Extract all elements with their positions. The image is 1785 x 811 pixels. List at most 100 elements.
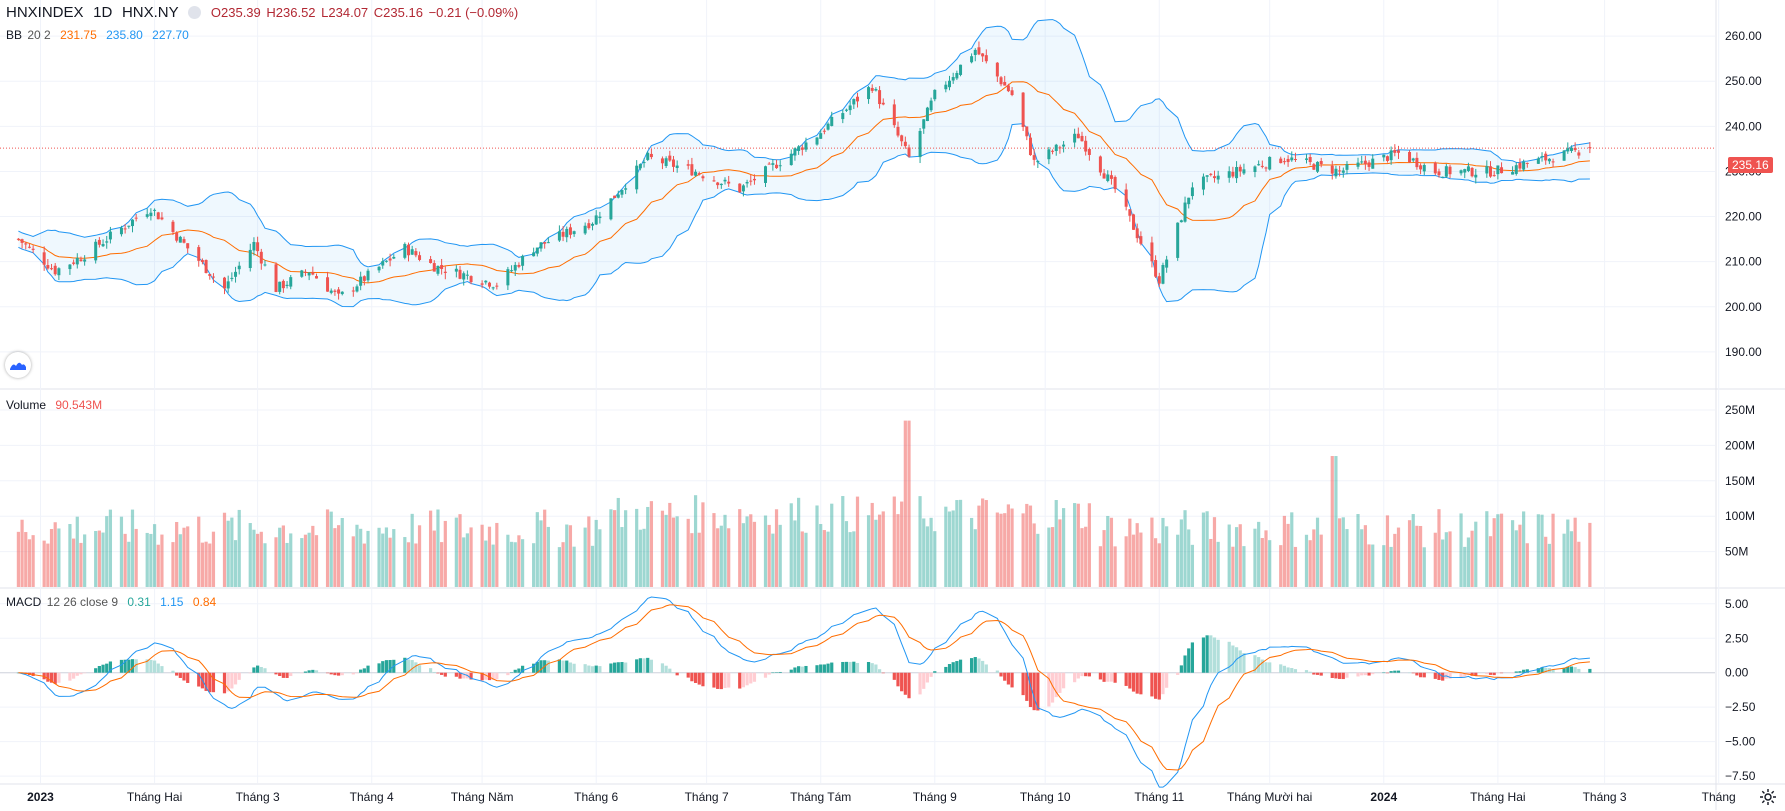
y-tick-label: −5.00 xyxy=(1725,735,1756,749)
volume-bar xyxy=(31,535,35,587)
macd-histogram-bar xyxy=(866,661,871,673)
macd-histogram-bar xyxy=(716,672,720,689)
candle-body xyxy=(222,277,226,289)
volume-bar xyxy=(72,538,76,587)
candle-body xyxy=(1058,147,1062,149)
macd-histogram-bar xyxy=(432,671,436,673)
macd-legend[interactable]: MACD 12 26 close 9 0.31 1.15 0.84 xyxy=(6,595,222,609)
candle-body xyxy=(532,252,536,257)
macd-axis[interactable]: 5.00 2.50 0.00 −2.50 −5.00 −7.50 xyxy=(0,597,1756,783)
macd-histogram-bar xyxy=(101,664,105,673)
volume-bar xyxy=(1257,521,1261,587)
volume-bar xyxy=(675,516,679,587)
candle-body xyxy=(388,258,392,261)
macd-histogram-bar xyxy=(1544,667,1548,673)
macd-histogram-bar xyxy=(1260,659,1264,673)
macd-histogram-bar xyxy=(1522,669,1526,673)
volume-bar xyxy=(1315,517,1320,587)
gear-icon[interactable] xyxy=(1759,788,1777,806)
macd-histogram-bar xyxy=(819,664,823,673)
interval[interactable]: 1D xyxy=(93,4,113,21)
candle-body xyxy=(351,290,355,292)
candlesticks[interactable] xyxy=(16,41,1592,300)
volume-bars[interactable] xyxy=(16,420,1592,587)
macd-histogram-bar xyxy=(480,672,484,681)
candle-body xyxy=(75,257,79,265)
candle-body xyxy=(867,87,871,100)
candle-body xyxy=(53,265,57,275)
x-tick-label: Tháng Hai xyxy=(1470,790,1525,804)
volume-bar xyxy=(1496,514,1500,587)
time-axis[interactable]: 2023 Tháng Hai Tháng 3 Tháng 4 Tháng Năm Thán… xyxy=(27,0,1736,804)
macd-histogram-bar xyxy=(981,660,985,673)
macd-histogram-bar xyxy=(855,663,860,673)
macd-histogram-bar xyxy=(281,672,285,678)
macd-pane[interactable] xyxy=(0,596,1715,788)
volume-bar xyxy=(745,516,749,587)
candle-body xyxy=(1290,157,1294,161)
macd-histogram-bar xyxy=(767,672,771,675)
volume-bar xyxy=(1102,530,1106,587)
volume-bar xyxy=(263,543,267,587)
volume-bar xyxy=(1282,515,1287,587)
macd-histogram-bar xyxy=(1161,672,1165,695)
macd-histogram-bar xyxy=(668,668,672,673)
candle-body xyxy=(101,244,105,247)
candle-body xyxy=(1150,242,1154,262)
candle-body xyxy=(1382,154,1386,158)
candle-body xyxy=(311,272,315,275)
candle-body xyxy=(844,109,848,111)
volume-axis[interactable]: 250M 200M 150M 100M 50M xyxy=(0,403,1755,559)
candle-body xyxy=(1087,149,1091,155)
volume-bar xyxy=(101,532,105,587)
candle-body xyxy=(694,171,698,176)
macd-histogram-bar xyxy=(922,672,926,689)
candle-body xyxy=(1341,170,1345,173)
candle-body xyxy=(874,89,878,91)
volume-bar xyxy=(1485,511,1489,587)
candle-body xyxy=(664,158,668,166)
volume-bar xyxy=(197,516,201,587)
candle-body xyxy=(1470,167,1474,177)
macd-histogram-bar xyxy=(749,672,753,684)
macd-histogram-bar xyxy=(624,662,628,673)
volume-bar xyxy=(535,512,539,587)
candle-body xyxy=(1363,160,1367,165)
volume-bar xyxy=(896,514,900,587)
symbol-name[interactable]: HNXINDEX xyxy=(6,4,84,21)
y-tick-label: 220.00 xyxy=(1725,210,1762,224)
macd-histogram-bar xyxy=(925,672,930,683)
candle-body xyxy=(384,260,388,262)
candle-body xyxy=(1293,158,1297,160)
volume-bar xyxy=(252,529,256,587)
volume-bar xyxy=(903,420,907,587)
candle-body xyxy=(1282,161,1286,163)
ohlc-high: H236.52 xyxy=(266,5,316,20)
candle-body xyxy=(1356,162,1360,167)
candle-body xyxy=(197,247,201,261)
candle-body xyxy=(1577,152,1581,156)
volume-bar xyxy=(543,509,547,587)
volume-bar xyxy=(1025,503,1029,587)
macd-histogram-bar xyxy=(1238,650,1242,673)
volume-legend[interactable]: Volume 90.543M xyxy=(6,398,108,412)
macd-histogram-bar xyxy=(1187,648,1191,673)
candle-body xyxy=(1522,161,1526,170)
macd-histogram-bar xyxy=(969,658,974,673)
macd-histogram-bar xyxy=(1201,637,1206,673)
volume-bar xyxy=(870,502,874,587)
macd-histogram-bar xyxy=(594,665,598,673)
macd-histogram-bar xyxy=(186,672,190,683)
candle-body xyxy=(1161,264,1165,284)
volume-bar xyxy=(1179,519,1183,587)
bb-legend[interactable]: BB 20 2 231.75 235.80 227.70 xyxy=(6,28,195,42)
candle-body xyxy=(1102,173,1106,179)
macd-histogram-bar xyxy=(1128,672,1132,689)
macd-histogram-bar xyxy=(1216,639,1220,673)
bb-basis-value: 231.75 xyxy=(60,28,97,42)
tradingview-logo-icon[interactable] xyxy=(5,352,31,378)
macd-histogram-bar xyxy=(329,672,333,675)
last-price-badge: 235.16 xyxy=(1728,157,1773,173)
candle-body xyxy=(1268,156,1272,170)
